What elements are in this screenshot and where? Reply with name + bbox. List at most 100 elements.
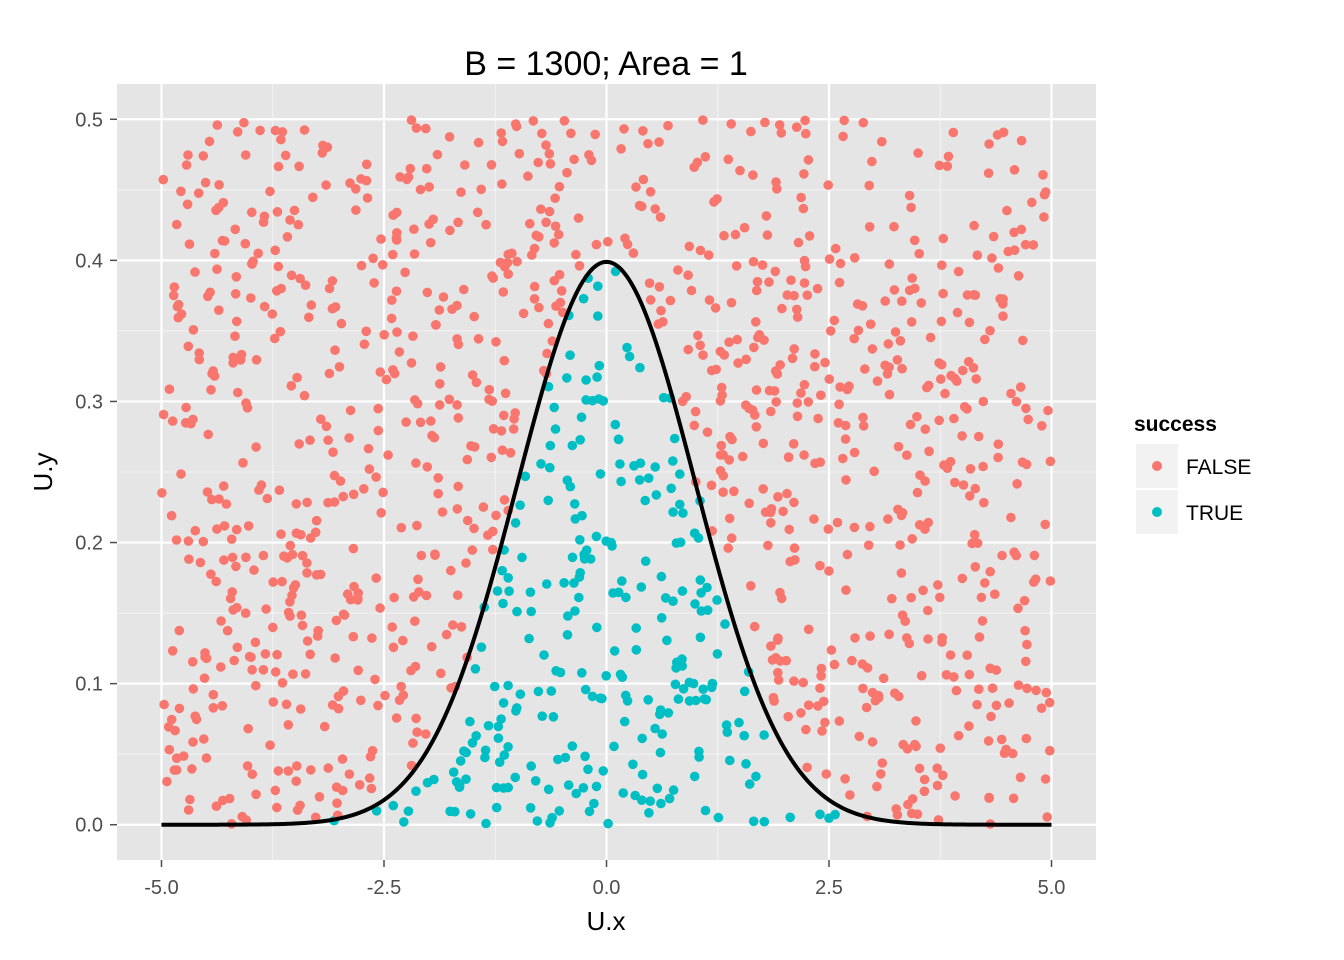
y-axis-title: U.y — [28, 453, 58, 492]
point-false — [1028, 240, 1039, 250]
point-false — [804, 231, 815, 241]
point-false — [860, 364, 870, 374]
point-true — [510, 518, 521, 528]
point-false — [878, 673, 889, 684]
point-true — [675, 469, 685, 479]
point-false — [655, 212, 666, 222]
point-false — [268, 697, 279, 707]
legend: success FALSE TRUE — [1134, 413, 1251, 534]
point-false — [296, 610, 307, 620]
point-false — [162, 776, 172, 787]
point-true — [411, 786, 421, 796]
point-false — [295, 704, 306, 714]
point-false — [359, 339, 370, 350]
point-false — [243, 723, 253, 734]
point-false — [712, 194, 722, 204]
point-true — [515, 500, 525, 511]
point-false — [752, 276, 763, 287]
point-false — [865, 521, 875, 532]
point-false — [415, 417, 426, 428]
point-false — [251, 442, 261, 452]
point-false — [315, 569, 326, 580]
point-false — [897, 363, 907, 374]
point-false — [958, 480, 969, 490]
point-false — [815, 560, 825, 571]
point-false — [204, 136, 215, 147]
point-false — [838, 453, 848, 464]
point-false — [861, 702, 872, 713]
point-false — [260, 649, 271, 659]
point-false — [231, 316, 242, 327]
point-true — [454, 780, 465, 790]
point-false — [416, 550, 427, 561]
point-false — [441, 629, 452, 640]
point-true — [668, 507, 678, 517]
point-false — [371, 573, 382, 583]
point-false — [1022, 683, 1032, 694]
point-false — [906, 592, 916, 603]
point-false — [183, 150, 193, 160]
point-false — [484, 394, 494, 405]
point-false — [1004, 698, 1014, 708]
point-false — [481, 219, 491, 230]
point-false — [656, 305, 666, 316]
point-false — [406, 665, 416, 676]
point-false — [230, 224, 240, 235]
point-false — [842, 549, 853, 560]
point-false — [456, 187, 466, 197]
point-false — [892, 355, 903, 365]
point-false — [789, 497, 799, 508]
point-true — [569, 499, 580, 509]
point-false — [937, 260, 947, 271]
point-true — [492, 586, 503, 596]
point-false — [638, 126, 648, 136]
point-false — [741, 354, 751, 365]
point-false — [375, 603, 385, 613]
point-false — [285, 215, 295, 225]
point-true — [635, 458, 646, 469]
point-false — [396, 522, 407, 533]
point-false — [965, 491, 975, 501]
point-false — [164, 744, 175, 755]
point-false — [895, 336, 906, 346]
point-true — [565, 350, 575, 361]
point-false — [185, 794, 195, 805]
point-false — [280, 150, 291, 161]
point-false — [251, 680, 261, 691]
point-false — [1021, 733, 1032, 744]
point-false — [883, 339, 894, 349]
point-false — [983, 168, 994, 178]
point-false — [310, 527, 321, 538]
point-false — [371, 472, 381, 482]
point-false — [919, 774, 930, 785]
point-false — [776, 128, 787, 138]
point-false — [867, 344, 878, 354]
point-false — [751, 422, 762, 432]
point-false — [421, 163, 432, 174]
point-false — [1015, 772, 1026, 783]
point-false — [970, 483, 981, 494]
point-true — [525, 803, 536, 813]
point-false — [422, 287, 433, 298]
point-false — [171, 219, 182, 230]
point-false — [729, 486, 739, 497]
point-false — [353, 665, 364, 676]
point-true — [403, 806, 414, 816]
point-false — [379, 330, 390, 340]
point-false — [173, 312, 184, 323]
point-true — [656, 571, 667, 582]
point-false — [904, 190, 915, 201]
point-true — [581, 375, 591, 385]
point-false — [987, 683, 998, 693]
point-false — [902, 744, 913, 754]
point-false — [541, 217, 551, 228]
point-false — [216, 616, 226, 626]
point-false — [1016, 135, 1027, 146]
point-false — [877, 136, 887, 147]
x-tick-label: 0.0 — [593, 877, 621, 899]
point-false — [645, 295, 656, 305]
point-false — [938, 288, 948, 299]
point-true — [595, 693, 606, 703]
point-false — [904, 638, 915, 649]
point-false — [867, 687, 878, 698]
